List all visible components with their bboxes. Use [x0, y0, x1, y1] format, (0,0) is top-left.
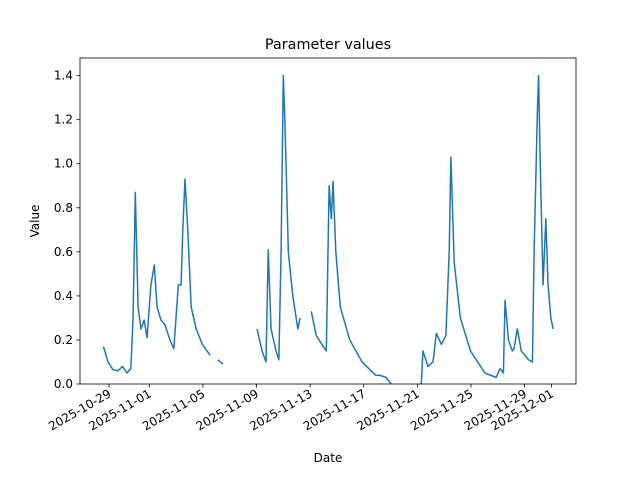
y-tick-label: 1.0: [54, 157, 73, 171]
y-tick-label: 0.8: [54, 201, 73, 215]
data-line: [102, 74, 554, 384]
y-tick-label: 1.4: [54, 69, 73, 83]
x-axis-label: Date: [314, 451, 343, 465]
y-tick-label: 1.2: [54, 113, 73, 127]
y-tick-label: 0.6: [54, 245, 73, 259]
y-tick-label: 0.2: [54, 333, 73, 347]
chart-title: Parameter values: [265, 37, 391, 53]
y-tick-label: 0.4: [54, 289, 73, 303]
plot-frame: [79, 57, 577, 385]
y-tick-label: 0.0: [54, 377, 73, 391]
y-axis-label: Value: [28, 205, 42, 238]
